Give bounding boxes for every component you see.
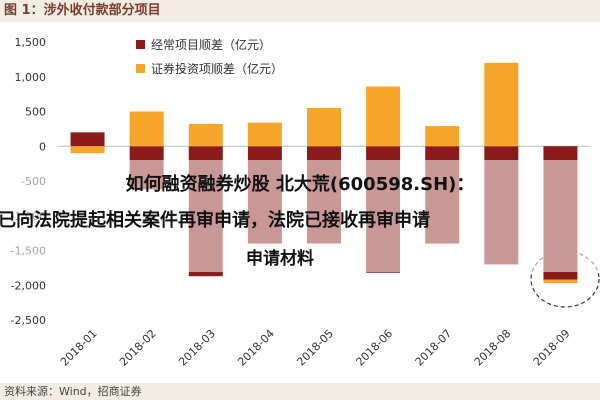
x-tick-label: 2018-06 [354, 327, 396, 369]
overlay-tail: 申请材料 [246, 249, 314, 269]
bar-current-account-2018-01 [70, 132, 105, 147]
bar-securities-2018-06 [366, 86, 401, 147]
bar-securities-2018-05 [307, 108, 341, 147]
bar-securities-2018-09 [543, 279, 578, 284]
legend-swatch [136, 64, 145, 73]
y-tick-label: -2,000 [11, 279, 46, 292]
legend-label: 经常项目顺差（亿元） [151, 37, 271, 52]
y-tick-label: 1,000 [15, 71, 47, 84]
bar-securities-2018-08 [484, 62, 519, 147]
x-tick-label: 2018-07 [413, 327, 455, 369]
highlight-circle [530, 250, 600, 308]
bar-securities-2018-03 [188, 124, 223, 147]
bar-securities-2018-04 [247, 122, 282, 147]
legend: 经常项目顺差（亿元） 证券投资项顺差（亿元） [136, 37, 283, 76]
legend-swatch [136, 40, 145, 49]
x-tick-label: 2018-01 [58, 327, 100, 369]
x-tick-label: 2018-04 [235, 327, 277, 369]
x-tick-label: 2018-02 [117, 327, 159, 369]
x-tick-labels: 2018-01 2018-02 2018-03 2018-04 2018-05 2018-… [58, 327, 573, 369]
x-tick-label: 2018-03 [176, 327, 218, 369]
overlay-subline: 已向法院提起相关案件再审申请，法院已接收再审申请 [0, 210, 430, 231]
bar-securities-2018-07 [425, 126, 460, 147]
figure-title: 图 1：涉外收付款部分项目 [0, 0, 600, 22]
source-note: 资料来源：Wind，招商证券 [0, 383, 600, 400]
overlay-band [0, 160, 600, 272]
overlay-headline: 如何融资融券炒股 北大荒(600598.SH)： [125, 174, 475, 195]
x-tick-label: 2018-09 [531, 327, 573, 369]
bar-securities-2018-02 [129, 111, 164, 147]
y-tick-label: 1,500 [15, 36, 47, 49]
x-tick-label: 2018-05 [294, 327, 336, 369]
y-tick-label: 0 [39, 140, 46, 153]
bar-securities-2018-01 [70, 146, 105, 154]
legend-label: 证券投资项顺差（亿元） [151, 61, 283, 76]
x-tick-label: 2018-08 [472, 327, 514, 369]
y-tick-label: -2,500 [11, 314, 46, 327]
y-tick-label: 500 [25, 106, 46, 119]
